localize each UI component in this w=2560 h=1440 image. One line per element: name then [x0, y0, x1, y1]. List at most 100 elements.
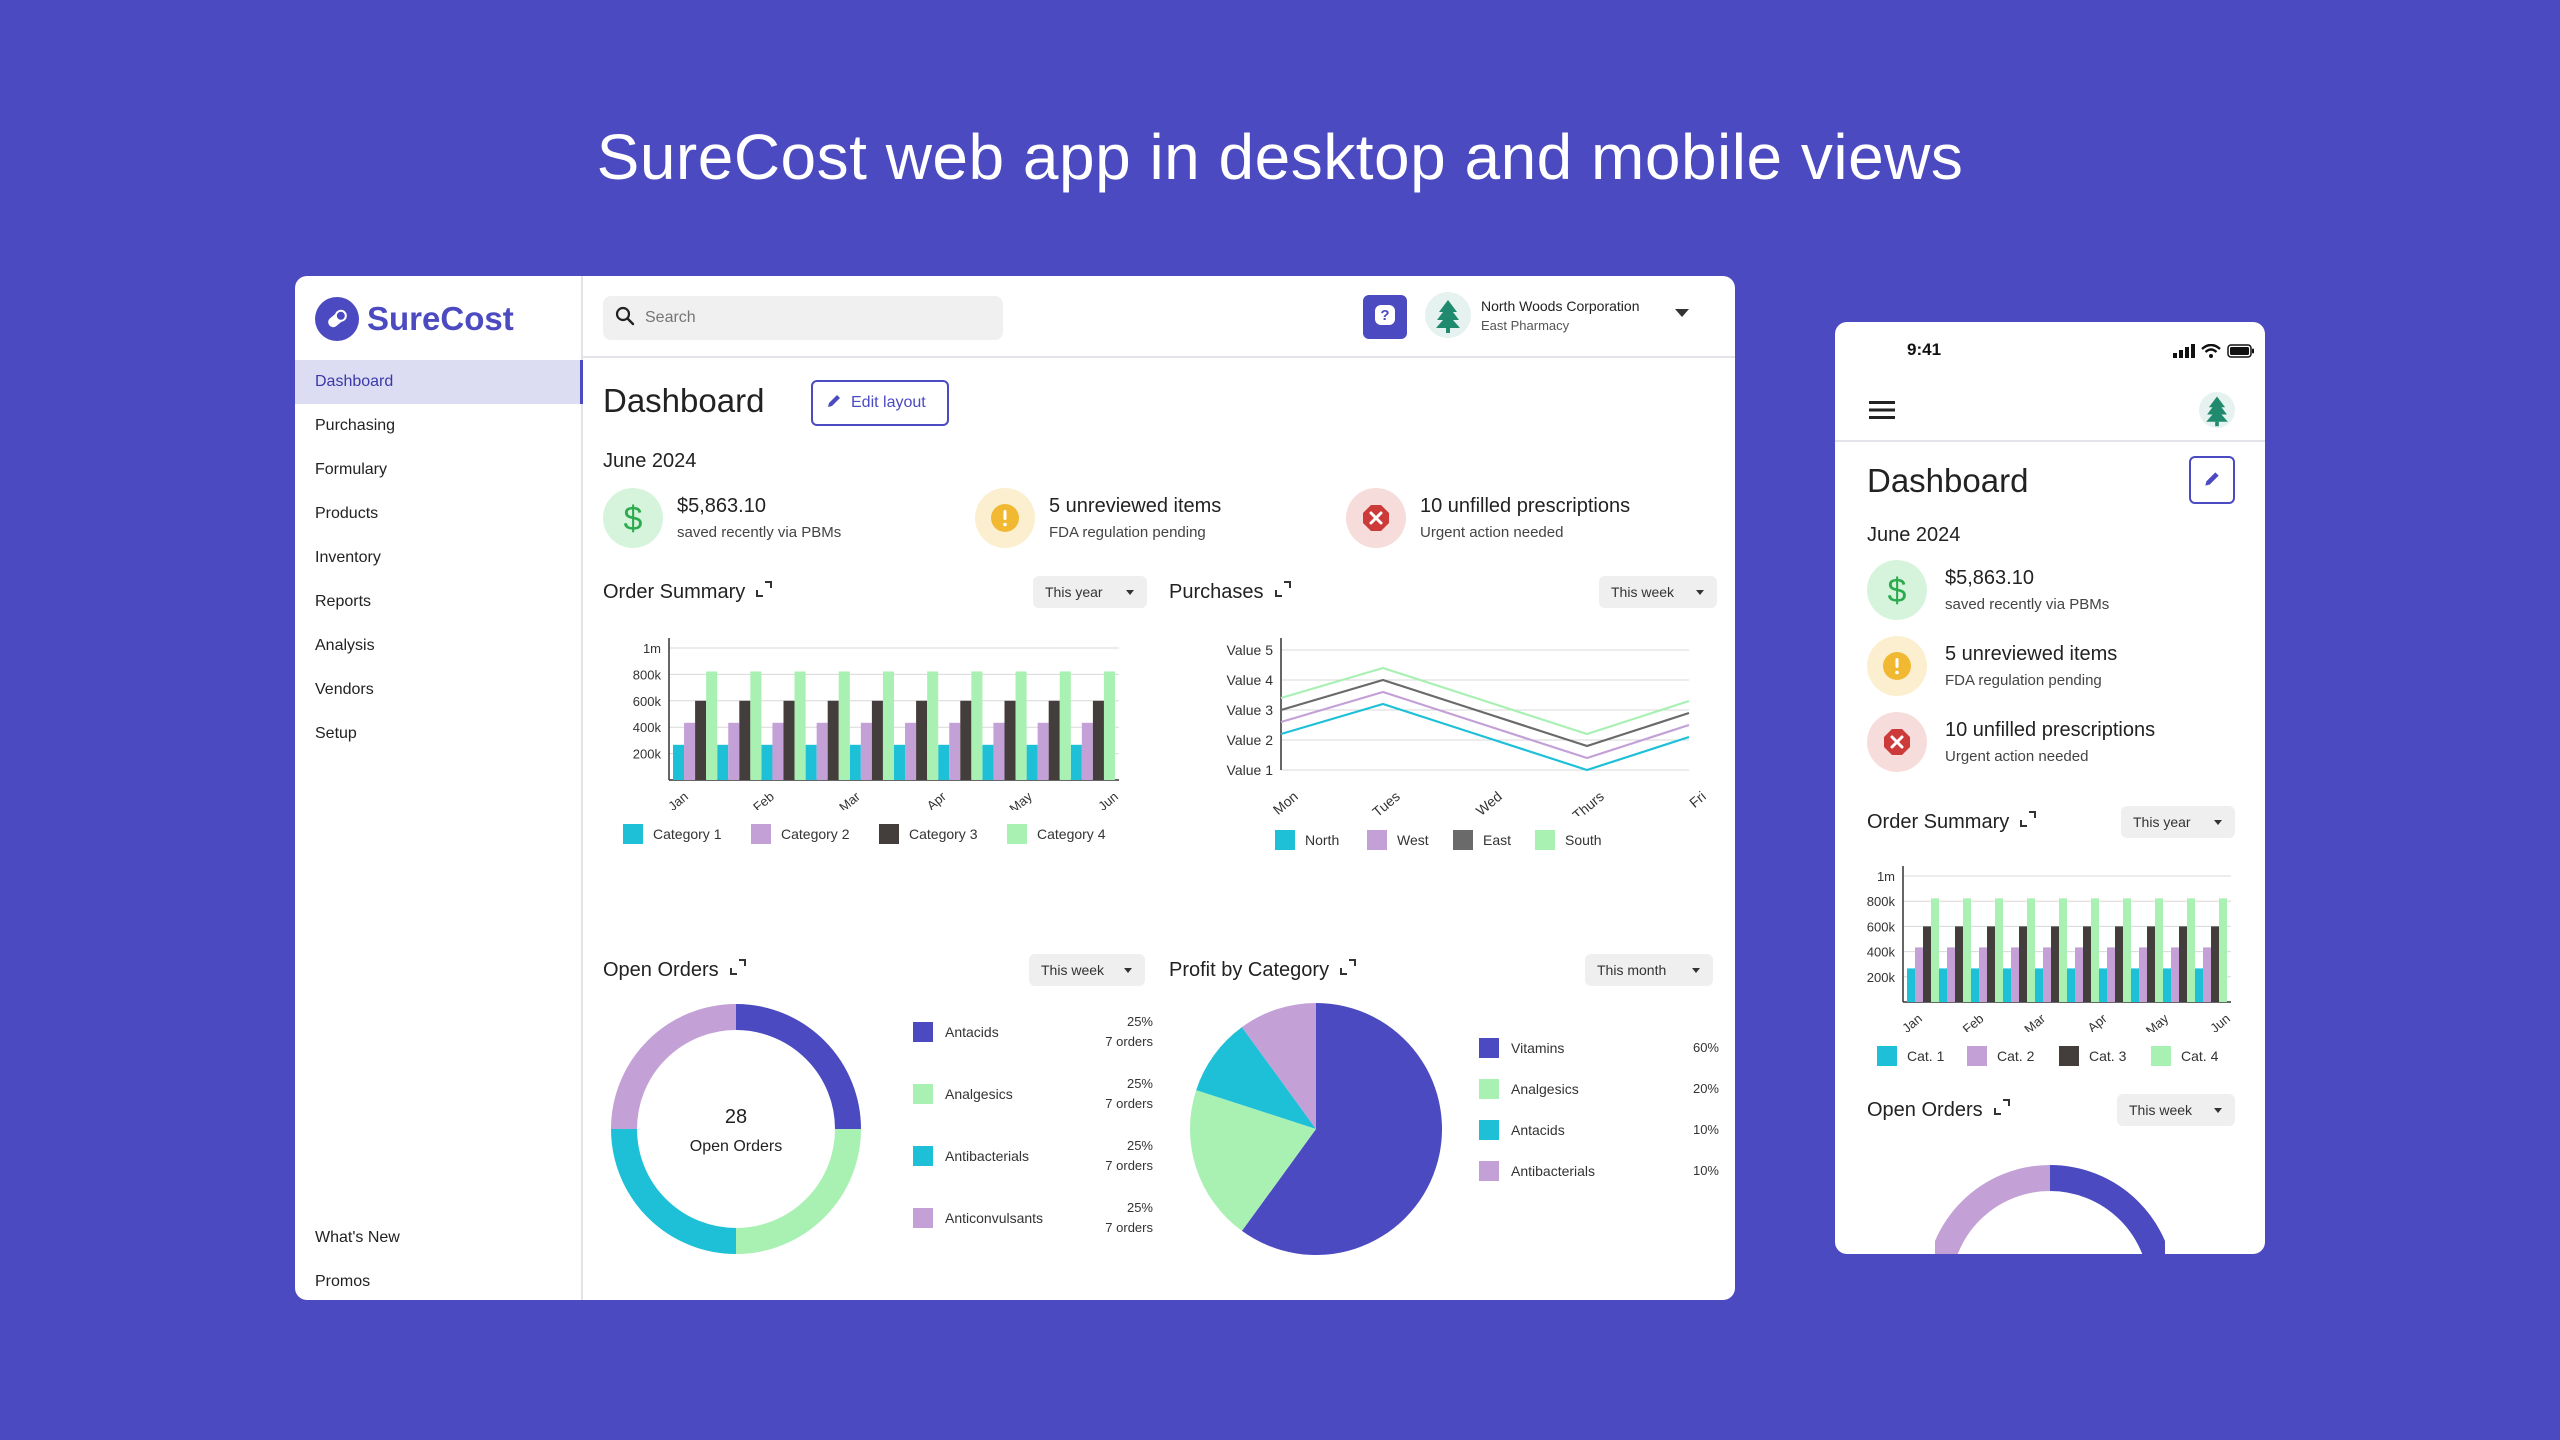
- sidebar-item-purchasing[interactable]: Purchasing: [315, 417, 396, 434]
- bar-category-2: [860, 722, 872, 780]
- profit-filter[interactable]: This month: [1585, 954, 1713, 986]
- y-tick-label: Value 5: [1227, 642, 1274, 658]
- legend-label: Antibacterials: [945, 1148, 1030, 1164]
- bar-cat-4: [2059, 898, 2067, 1002]
- error-icon: [1867, 712, 1927, 772]
- bar-category-4: [706, 671, 718, 780]
- search-input[interactable]: [645, 309, 975, 327]
- mobile-open-orders-filter[interactable]: This week: [2117, 1094, 2235, 1126]
- order-summary-filter[interactable]: This year: [1033, 576, 1147, 608]
- mobile-app-window: 9:41 Dashboard June 2024 $ $5,863.10 sav…: [1835, 322, 2265, 1254]
- bar-category-1: [717, 744, 729, 780]
- sidebar-item-vendors[interactable]: Vendors: [315, 681, 374, 698]
- sidebar-item-analysis[interactable]: Analysis: [315, 637, 375, 654]
- mobile-edit-button[interactable]: [2189, 456, 2235, 504]
- y-tick-label: 400k: [633, 720, 662, 735]
- sidebar-item-formulary[interactable]: Formulary: [315, 461, 388, 478]
- pill-logo-icon: [315, 297, 359, 341]
- legend-label: Cat. 3: [2089, 1048, 2127, 1064]
- expand-icon[interactable]: [755, 580, 773, 604]
- org-location: East Pharmacy: [1481, 317, 1570, 333]
- open-orders-filter[interactable]: This week: [1029, 954, 1145, 986]
- bar-category-4: [1059, 671, 1071, 780]
- filter-label: This year: [1045, 584, 1103, 600]
- donut-segment-anticonvulsants: [1935, 1165, 2051, 1254]
- legend-item: East: [1453, 830, 1511, 850]
- kpi-value: 5 unreviewed items: [1049, 495, 1222, 517]
- sidebar-item-promos[interactable]: Promos: [315, 1273, 371, 1290]
- bar-cat-2: [1915, 947, 1923, 1002]
- open-orders-label: Open Orders: [603, 958, 719, 981]
- bar-cat-4: [2123, 898, 2131, 1002]
- headline: SureCost web app in desktop and mobile v…: [596, 121, 1964, 193]
- wifi-icon: [2201, 343, 2221, 363]
- sidebar-item-setup[interactable]: Setup: [315, 725, 357, 742]
- bar-cat-2: [2203, 947, 2211, 1002]
- dashboard-main: Dashboard Edit layout June 2024 $ $5,863…: [583, 360, 1735, 1300]
- legend-label: Category 4: [1037, 826, 1106, 842]
- legend-label: Anticonvulsants: [945, 1210, 1044, 1226]
- legend-item: West: [1367, 830, 1429, 850]
- caret-down-icon: [1125, 584, 1135, 600]
- sidebar-item-inventory[interactable]: Inventory: [315, 549, 381, 566]
- purchases-chart: Value 1 Value 2 Value 3 Value 4 Value 5 Mon Tu…: [1227, 638, 1709, 816]
- bar-category-1: [1026, 744, 1038, 780]
- expand-icon[interactable]: [1274, 580, 1292, 604]
- bar-category-3: [695, 700, 707, 780]
- mobile-kpi-savings: $ $5,863.10 saved recently via PBMs: [1867, 560, 2109, 620]
- legend-swatch: [913, 1146, 933, 1166]
- legend-swatch: [879, 824, 899, 844]
- bar-cat-3: [2019, 926, 2027, 1002]
- legend-item: Category 3: [879, 824, 977, 844]
- mobile-order-summary-filter[interactable]: This year: [2121, 806, 2235, 838]
- order-summary-chart: 200k 400k 600k 800k 1m Jan Feb Mar Apr May Jun: [633, 638, 1121, 810]
- expand-icon[interactable]: [1339, 958, 1357, 982]
- legend-swatch: [913, 1208, 933, 1228]
- edit-layout-label: Edit layout: [851, 394, 926, 411]
- search-box[interactable]: [603, 296, 1003, 340]
- legend-label: West: [1397, 832, 1429, 848]
- error-icon: [1346, 488, 1406, 548]
- bar-category-2: [684, 722, 696, 780]
- expand-icon[interactable]: [2019, 810, 2037, 834]
- bar-cat-3: [2179, 926, 2187, 1002]
- line-west: [1280, 690, 1690, 760]
- edit-layout-button[interactable]: Edit layout: [811, 380, 949, 426]
- expand-icon[interactable]: [1993, 1098, 2011, 1122]
- pencil-icon: [2202, 469, 2222, 492]
- hamburger-menu-icon[interactable]: [1869, 400, 1895, 425]
- bar-category-3: [739, 700, 751, 780]
- sidebar-item-dashboard[interactable]: Dashboard: [295, 360, 583, 404]
- profit-title: Profit by Category: [1169, 958, 1357, 982]
- help-button[interactable]: ?: [1363, 295, 1407, 339]
- organization-switcher[interactable]: North Woods Corporation East Pharmacy: [1425, 292, 1639, 338]
- alert-icon: [975, 488, 1035, 548]
- search-icon: [615, 306, 635, 331]
- kpi-subtext: Urgent action needed: [1420, 524, 1564, 541]
- svg-text:$: $: [1888, 572, 1907, 608]
- status-icons: [2173, 343, 2255, 363]
- bar-category-3: [1092, 700, 1104, 780]
- mobile-kpi-unreviewed: 5 unreviewed items FDA regulation pendin…: [1867, 636, 2117, 696]
- kpi-subtext: Urgent action needed: [1945, 748, 2089, 765]
- legend-label: Category 1: [653, 826, 722, 842]
- battery-icon: [2227, 344, 2255, 363]
- top-bar: ? North Woods Corporation East Pharmacy: [583, 276, 1735, 358]
- y-tick-label: 200k: [633, 747, 662, 762]
- legend-item: Analgesics 20%: [1479, 1077, 1719, 1101]
- legend-swatch: [2151, 1046, 2171, 1066]
- legend-label: Analgesics: [945, 1086, 1013, 1102]
- chevron-down-icon[interactable]: [1673, 306, 1691, 324]
- expand-icon[interactable]: [729, 958, 747, 982]
- surecost-logo[interactable]: SureCost: [315, 296, 514, 342]
- purchases-filter[interactable]: This week: [1599, 576, 1717, 608]
- bar-cat-2: [1947, 947, 1955, 1002]
- pine-tree-avatar-icon[interactable]: [2199, 392, 2235, 433]
- bar-cat-2: [2075, 947, 2083, 1002]
- bar-cat-1: [2003, 968, 2011, 1002]
- sidebar-item-products[interactable]: Products: [315, 505, 379, 522]
- legend-label: Category 3: [909, 826, 978, 842]
- sidebar-item-reports[interactable]: Reports: [315, 593, 372, 610]
- sidebar-item-what-s-new[interactable]: What's New: [315, 1229, 400, 1246]
- legend-swatch: [913, 1022, 933, 1042]
